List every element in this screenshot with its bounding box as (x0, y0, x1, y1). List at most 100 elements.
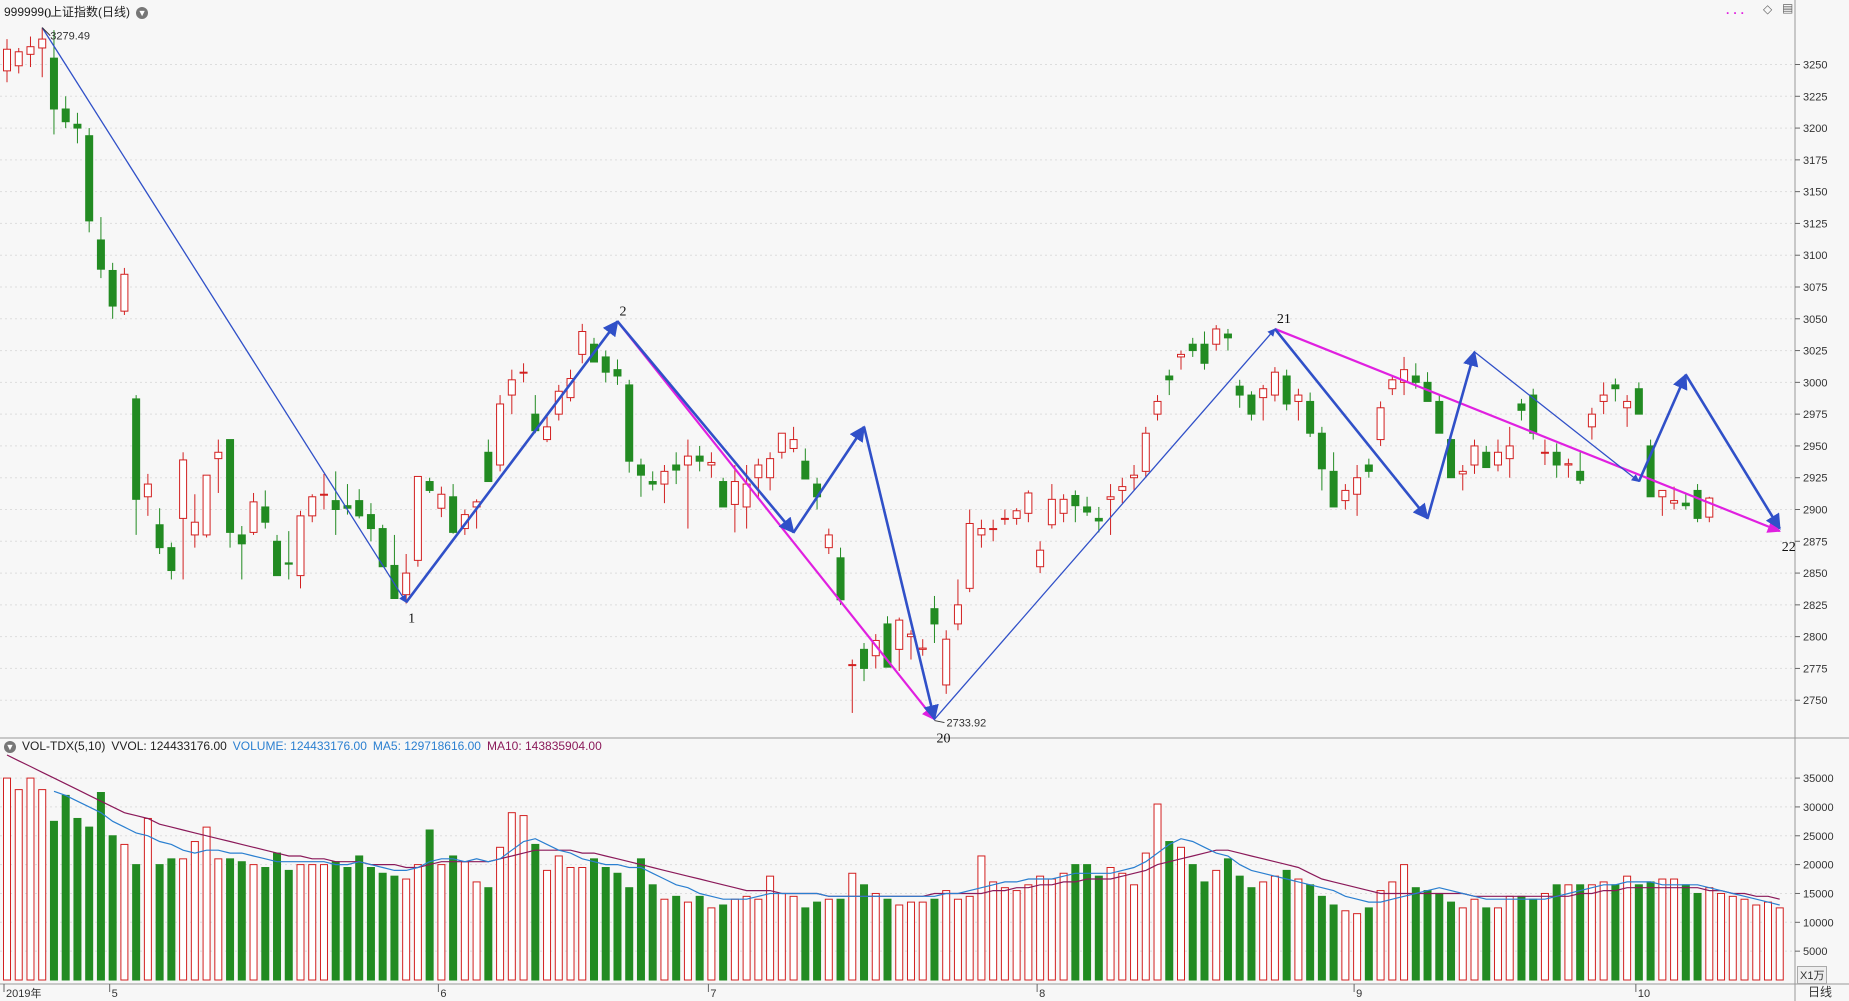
price-tick-label: 2800 (1803, 632, 1827, 644)
volume-bar (1012, 890, 1021, 981)
menu-icon[interactable]: ▤ (1782, 1, 1794, 15)
wave-arrow (616, 320, 795, 534)
candle (1047, 498, 1056, 526)
candle (1059, 498, 1068, 514)
volume-bar (1212, 869, 1221, 981)
volume-bar (766, 875, 775, 981)
volume-bar (449, 855, 458, 981)
period-label[interactable]: 日线 (1808, 985, 1833, 999)
volume-bar (648, 884, 657, 981)
candle (1270, 371, 1279, 396)
volume-bar (1623, 875, 1632, 981)
volume-bar (1153, 803, 1162, 981)
ma5-line (53, 790, 1780, 906)
candle (695, 455, 704, 462)
volume-bar (918, 901, 927, 981)
volume-bar (1259, 881, 1268, 981)
volume-bar (1376, 890, 1385, 981)
volume-bar (1388, 881, 1397, 981)
candle (636, 464, 645, 476)
chevron-down-icon[interactable]: ▼ (4, 741, 16, 753)
volume-bar (507, 812, 516, 981)
candle (108, 269, 117, 307)
x-tick-label: 10 (1638, 988, 1650, 1000)
volume-bar (1435, 892, 1444, 981)
price-tick-label: 3075 (1803, 282, 1827, 294)
volume-bar (179, 858, 188, 981)
wave-arrow (933, 328, 1276, 720)
volume-bar (38, 789, 47, 981)
vvol-value: VVOL: 124433176.00 (111, 739, 227, 753)
candle (96, 239, 105, 270)
volume-bar (202, 826, 211, 981)
volume-bar (308, 864, 317, 981)
volume-bar (719, 904, 728, 981)
candle (1306, 400, 1315, 434)
volume-bar (1047, 878, 1056, 981)
candle (836, 557, 845, 601)
price-tick-label: 2875 (1803, 536, 1827, 548)
volume-bar (601, 867, 610, 981)
volume-bar (1423, 890, 1432, 981)
volume-bar (824, 898, 833, 981)
candle (1693, 489, 1702, 519)
candle (730, 481, 739, 505)
dots-icon: · · · (1726, 6, 1745, 20)
diamond-icon[interactable]: ◇ (1763, 2, 1773, 16)
volume-bar (895, 904, 904, 981)
volume-bar (3, 777, 11, 981)
ma10-value: MA10: 143835904.00 (486, 739, 602, 753)
candle (1646, 445, 1655, 498)
volume-bar (1094, 875, 1103, 981)
candle (930, 608, 939, 625)
candle (660, 470, 669, 485)
candle (883, 623, 892, 668)
volume-bar (1130, 884, 1139, 981)
volume-bar (1646, 881, 1655, 981)
candle (296, 515, 305, 577)
volume-bar (1411, 887, 1420, 981)
volume-bar (1106, 867, 1115, 981)
candle (625, 384, 634, 462)
max-price-label: 3279.49 (50, 31, 90, 43)
price-tick-label: 2825 (1803, 600, 1827, 612)
volume-bar (1341, 910, 1350, 981)
volume-bar (801, 907, 810, 981)
volume-bar (965, 895, 974, 981)
candle (1681, 502, 1690, 507)
candle (977, 528, 986, 536)
volume-tick-label: 10000 (1803, 917, 1834, 929)
volume-bar (226, 858, 235, 981)
volume-bar (625, 887, 634, 981)
volume-bar (1493, 907, 1502, 981)
candle (26, 46, 35, 55)
candle (1670, 500, 1679, 504)
candle (1505, 445, 1514, 460)
candle (1435, 400, 1444, 434)
volume-bar (742, 895, 751, 981)
candle (1411, 375, 1420, 383)
candle (754, 464, 763, 479)
volume-bar (284, 869, 293, 981)
candle (1388, 379, 1397, 390)
volume-bar (355, 855, 364, 981)
candle (249, 501, 258, 533)
price-tick-label: 2750 (1803, 695, 1827, 707)
candle (61, 108, 70, 123)
candle (120, 273, 129, 312)
chevron-down-icon[interactable]: ▼ (136, 7, 149, 19)
volume-header: ▼ VOL-TDX(5,10) VVOL: 124433176.00 VOLUME: … (4, 739, 608, 753)
candle (1036, 549, 1045, 568)
candle (895, 619, 904, 650)
wave-label: 1 (408, 611, 415, 626)
volume-bar (49, 820, 58, 981)
volume-bar (132, 864, 141, 981)
x-tick-label: 9 (1356, 988, 1362, 1000)
candle (1094, 517, 1103, 522)
volume-bar (754, 898, 763, 981)
volume-bar (437, 864, 446, 981)
candle (801, 460, 810, 480)
volume-bar (707, 907, 716, 981)
